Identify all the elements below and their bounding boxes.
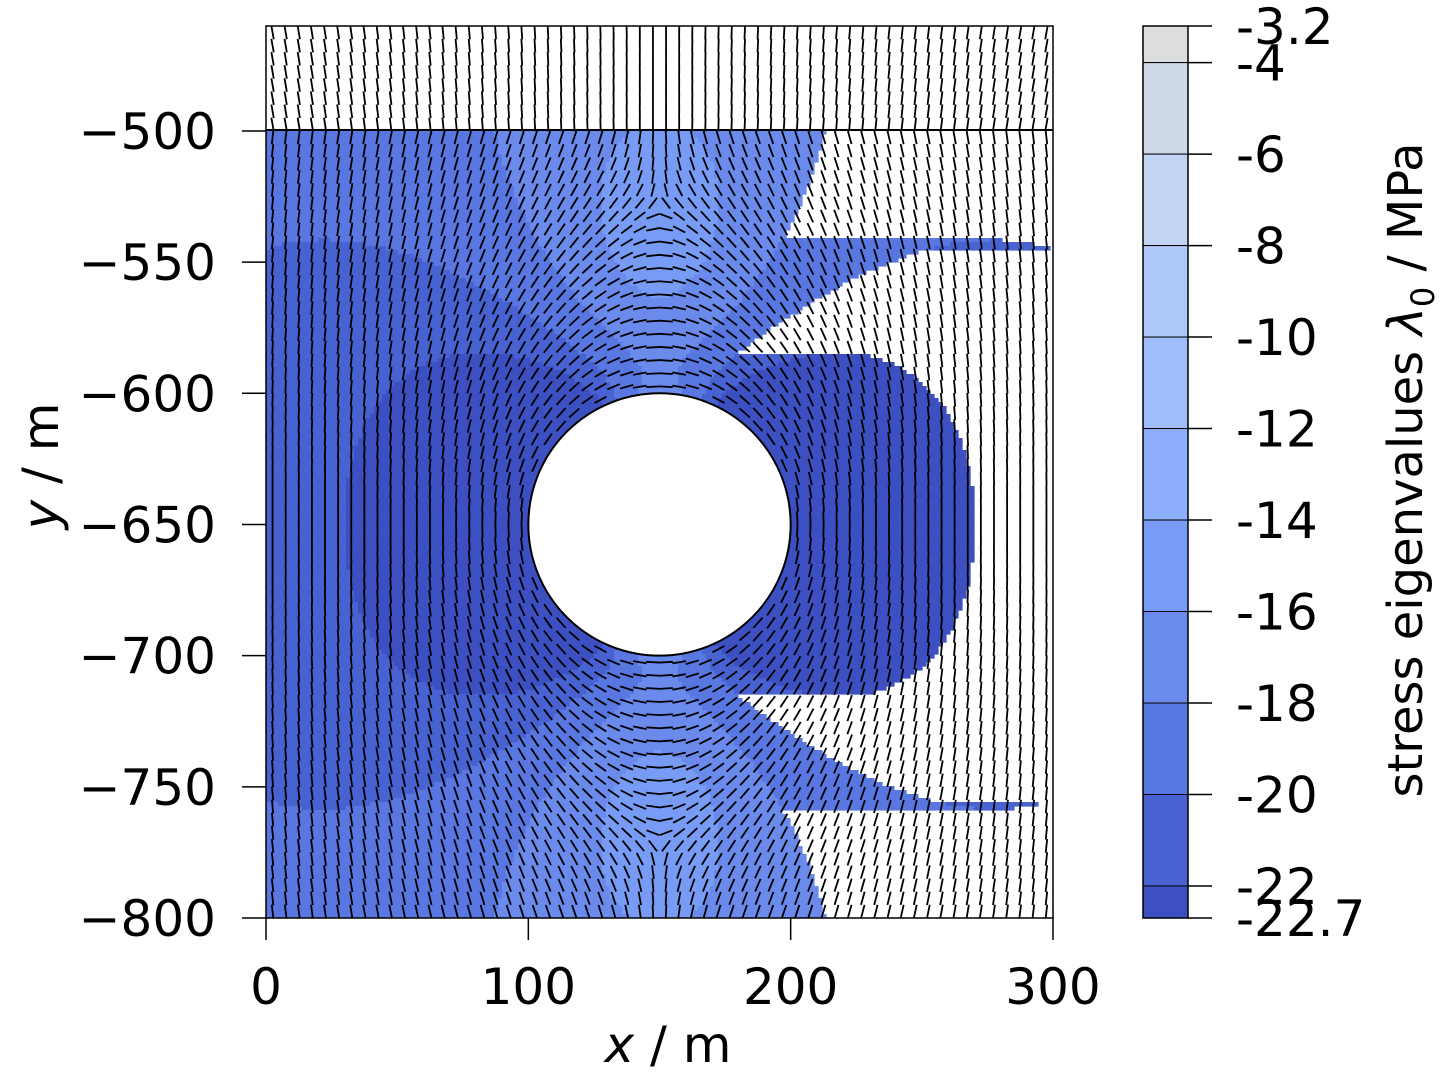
colorbar-tick-label: -4 xyxy=(1236,35,1286,93)
plot-frame xyxy=(265,25,1054,919)
colorbar-tick-label: -10 xyxy=(1236,309,1318,367)
colorbar-swatch xyxy=(1142,62,1189,155)
colorbar-label: stress eigenvalues λ0 / MPa xyxy=(1378,142,1442,797)
y-axis-label: y / m xyxy=(12,403,70,532)
x-tick-label: 300 xyxy=(1005,958,1100,1016)
colorbar-swatch xyxy=(1142,336,1189,430)
colorbar-swatch xyxy=(1142,245,1189,338)
colorbar-tick-label: -12 xyxy=(1236,401,1318,459)
colorbar-tick-label: -20 xyxy=(1236,766,1318,824)
colorbar-tick-label: -14 xyxy=(1236,492,1318,550)
colorbar-swatch xyxy=(1142,793,1189,887)
x-tick-label: 100 xyxy=(481,958,576,1016)
colorbar-tick-label: -6 xyxy=(1236,126,1286,184)
colorbar-tick-label: -18 xyxy=(1236,675,1318,733)
y-tick-label: −750 xyxy=(79,759,216,817)
plot-area xyxy=(265,25,1054,919)
y-tick-label: −600 xyxy=(79,365,216,423)
colorbar-tick-label: -22.7 xyxy=(1236,890,1365,948)
x-tick-label: 200 xyxy=(743,958,838,1016)
y-tick-label: −700 xyxy=(79,628,216,686)
colorbar-tick-label: -8 xyxy=(1236,218,1286,276)
colorbar-tick-label: -22 xyxy=(1236,858,1318,916)
colorbar-swatch xyxy=(1142,25,1189,64)
x-axis-label: x / m xyxy=(603,1016,732,1074)
y-axis: −500 −550 −600 −650 −700 −750 −800 xyxy=(79,103,266,948)
colorbar-tick-label: -3.2 xyxy=(1236,0,1334,56)
colorbar-tick-label: -16 xyxy=(1236,584,1318,642)
y-tick-label: −800 xyxy=(79,890,216,948)
cavity-circle xyxy=(527,392,792,657)
y-tick-label: −650 xyxy=(79,496,216,554)
stress-director-field xyxy=(270,26,1049,918)
x-tick-label: 0 xyxy=(250,958,282,1016)
colorbar-swatch xyxy=(1142,702,1189,795)
colorbar-swatch xyxy=(1142,428,1189,521)
colorbar-swatch xyxy=(1142,153,1189,247)
colorbar-swatch xyxy=(1142,885,1189,919)
y-tick-label: −500 xyxy=(79,103,216,161)
colorbar-swatch xyxy=(1142,519,1189,613)
colorbar: -3.2-4 -6 -8 -10 -12 -14 -16 -18 -20 -22-22.7 xyxy=(1142,0,1365,948)
x-axis: 0 100 200 300 xyxy=(250,918,1101,1016)
y-tick-label: −550 xyxy=(79,234,216,292)
colorbar-swatch xyxy=(1142,611,1189,704)
